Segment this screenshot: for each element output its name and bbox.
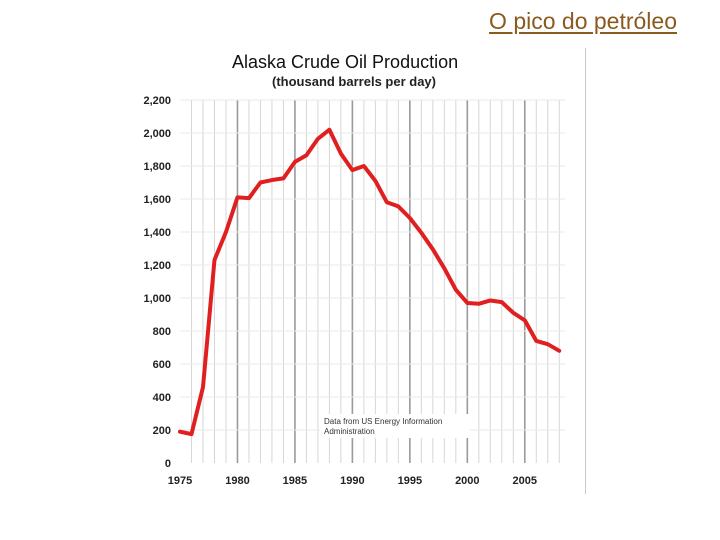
chart-title: Alaska Crude Oil Production (232, 52, 459, 72)
annotation-line-2: Administration (324, 427, 375, 436)
y-tick-label: 1,400 (143, 227, 171, 239)
x-tick-label: 2000 (455, 475, 479, 487)
y-tick-label: 2,200 (143, 95, 171, 107)
y-axis-tick-labels: 0 200 400 600 800 1,000 1,200 1,400 1,600 1,800 2,… (143, 95, 171, 470)
x-axis-tick-labels: 1975 1980 1985 1990 1995 2000 2005 (168, 475, 537, 487)
x-tick-label: 1980 (225, 475, 249, 487)
x-tick-label: 1985 (283, 475, 307, 487)
x-tick-label: 1990 (340, 475, 364, 487)
right-divider (585, 48, 586, 494)
y-tick-label: 1,600 (143, 194, 171, 206)
y-tick-label: 1,200 (143, 260, 171, 272)
minor-gridlines (190, 100, 560, 463)
y-tick-label: 1,800 (143, 161, 171, 173)
x-tick-label: 1995 (398, 475, 422, 487)
x-tick-label: 2005 (513, 475, 537, 487)
y-tick-label: 600 (153, 359, 171, 371)
y-tick-label: 400 (153, 392, 171, 404)
y-tick-label: 1,000 (143, 293, 171, 305)
y-tick-label: 200 (153, 425, 171, 437)
major-gridlines (236, 100, 526, 463)
x-tick-label: 1975 (168, 475, 192, 487)
y-tick-label: 0 (165, 458, 171, 470)
chart-subtitle: (thousand barrels per day) (272, 74, 436, 89)
annotation-line-1: Data from US Energy Information (324, 417, 442, 426)
slide-title: O pico do petróleo (489, 8, 677, 34)
y-tick-label: 2,000 (143, 128, 171, 140)
series-line (178, 127, 562, 437)
annotation-background (320, 414, 470, 438)
y-tick-label: 800 (153, 326, 171, 338)
